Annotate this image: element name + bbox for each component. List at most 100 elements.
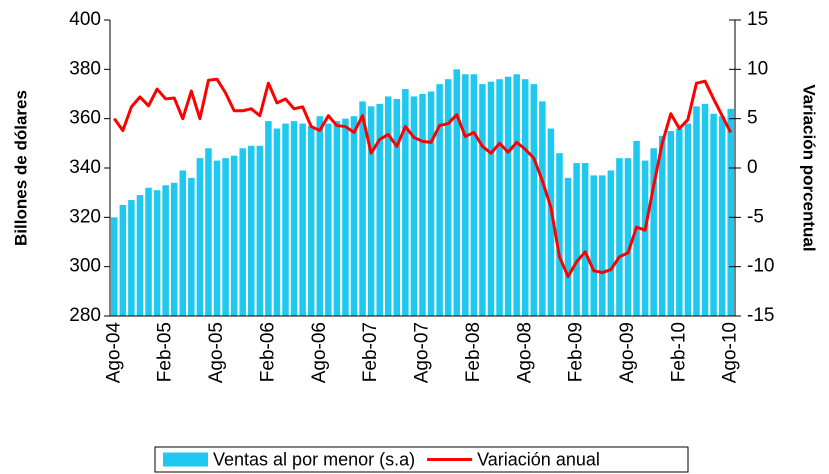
bar (676, 128, 683, 316)
y2-tick-label: -5 (747, 206, 764, 227)
bar (393, 98, 401, 316)
x-tick-label: Ago-06 (309, 322, 330, 383)
bar (350, 116, 358, 316)
bar (547, 128, 555, 316)
bar (684, 123, 692, 316)
bar (521, 79, 529, 316)
x-tick-label: Ago-07 (412, 322, 433, 383)
legend-box (154, 446, 689, 473)
bar (487, 81, 495, 317)
bar (650, 148, 657, 316)
bar (188, 177, 195, 316)
bar (496, 79, 503, 316)
bar (385, 96, 392, 316)
bar (213, 160, 221, 316)
bar (453, 69, 460, 316)
y2-axis-title: Variación porcentual (800, 84, 819, 251)
x-tick-label: Feb-10 (668, 322, 689, 382)
bar (299, 123, 306, 316)
legend-label: Variación anual (477, 449, 600, 469)
y2-tick-label: -10 (747, 256, 774, 277)
bar (530, 84, 538, 316)
bar (170, 182, 178, 316)
x-tick-label: Ago-08 (514, 322, 535, 383)
bar (402, 89, 409, 316)
bar (136, 195, 144, 316)
x-tick-label: Ago-04 (103, 322, 124, 384)
x-tick-label: Feb-05 (155, 322, 176, 382)
bar (282, 123, 289, 316)
y2-tick-label: 15 (747, 9, 768, 30)
bar (333, 121, 341, 316)
bar (273, 128, 281, 316)
bar (153, 190, 161, 316)
bar (667, 131, 675, 316)
x-tick-label: Ago-09 (617, 322, 638, 383)
bar (419, 94, 426, 316)
legend-label: Ventas al por menor (s.a) (213, 449, 415, 469)
bar (539, 101, 546, 317)
bar (162, 185, 169, 316)
bar (718, 116, 726, 316)
bar (256, 145, 264, 316)
bar (145, 187, 152, 316)
bar (376, 103, 383, 316)
bar (641, 160, 649, 316)
bar (444, 79, 452, 316)
bar (179, 170, 187, 316)
bar (205, 148, 212, 316)
bar (111, 217, 118, 316)
x-tick-label: Feb-08 (463, 322, 484, 382)
legend-swatch (163, 452, 208, 467)
bar (265, 121, 272, 316)
y-tick-label: 380 (69, 58, 101, 79)
bar (462, 74, 469, 317)
bar (325, 123, 332, 316)
y-tick-label: 360 (69, 108, 101, 129)
bar (239, 148, 246, 316)
bar (590, 175, 597, 316)
bar (342, 118, 349, 317)
y-tick-label: 320 (69, 206, 101, 227)
bar (359, 101, 366, 317)
x-tick-label: Ago-10 (720, 322, 741, 383)
bar (581, 163, 589, 316)
y-tick-label: 300 (69, 256, 101, 277)
bar (513, 74, 520, 317)
y2-tick-label: -15 (747, 305, 774, 326)
bar (248, 145, 255, 316)
bar (196, 158, 204, 316)
bar (710, 113, 717, 316)
bar (616, 158, 623, 316)
bar (693, 106, 700, 316)
bar (367, 106, 375, 316)
bar (222, 158, 229, 316)
bar (470, 74, 478, 317)
y-tick-label: 340 (69, 157, 101, 178)
y-tick-label: 280 (69, 305, 101, 326)
bar (307, 126, 315, 316)
bar (119, 205, 127, 316)
line (113, 77, 733, 279)
y2-tick-label: 5 (747, 108, 758, 129)
bar (701, 103, 709, 316)
bar (427, 91, 435, 317)
y-tick-label: 400 (69, 9, 101, 30)
bar (658, 135, 666, 316)
bar (624, 158, 632, 316)
x-tick-label: Ago-05 (206, 322, 227, 383)
y2-tick-label: 10 (747, 58, 768, 79)
bar (564, 177, 572, 316)
bar (504, 76, 512, 316)
bar (290, 121, 298, 316)
bar (436, 84, 443, 316)
bar (556, 153, 563, 316)
bar (316, 116, 324, 316)
y-axis-title: Billones de dólares (11, 90, 30, 246)
y2-tick-label: 0 (747, 157, 758, 178)
x-tick-label: Feb-07 (360, 322, 381, 382)
bar (410, 96, 418, 316)
bar (573, 163, 580, 316)
bar (128, 200, 135, 316)
